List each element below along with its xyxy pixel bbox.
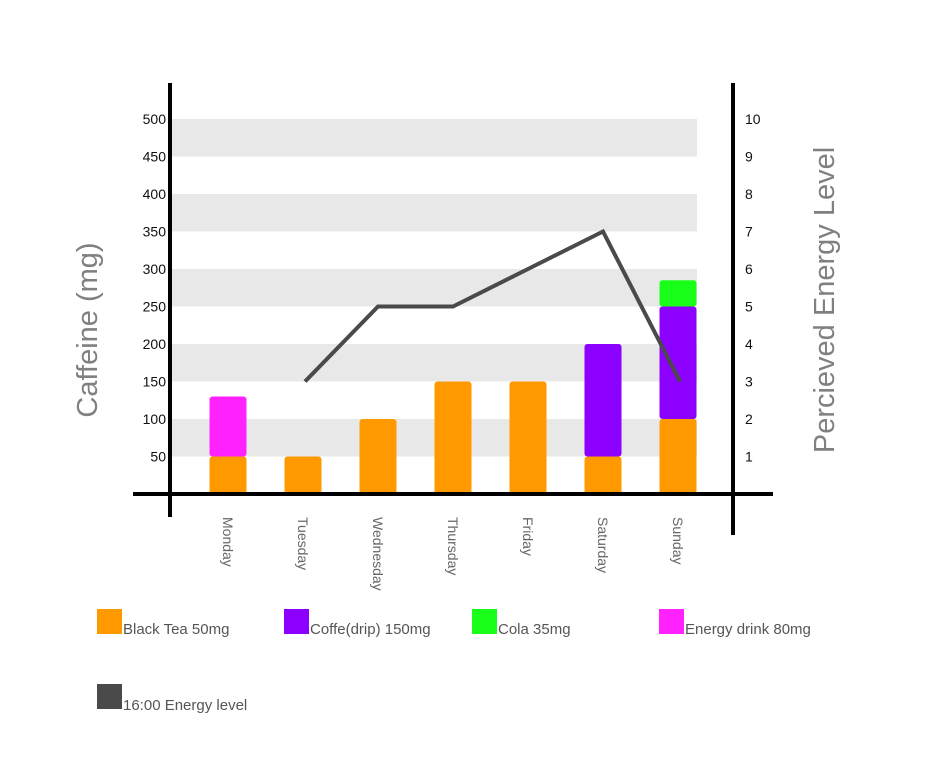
bar-black-tea-50mg bbox=[434, 381, 472, 494]
legend-label: Coffe(drip) 150mg bbox=[310, 621, 431, 638]
legend-label: Black Tea 50mg bbox=[123, 621, 229, 638]
legend-label: 16:00 Energy level bbox=[123, 697, 247, 714]
y2-axis-title: Percieved Energy Level bbox=[809, 147, 841, 453]
category-labels: Monday Tuesday Wednesday Thursday Friday Satu… bbox=[220, 517, 686, 591]
y-tick-label: 150 bbox=[143, 374, 167, 390]
bar-black-tea-50mg bbox=[359, 419, 397, 494]
legend-swatch bbox=[472, 609, 497, 634]
y2-tick-label: 2 bbox=[745, 411, 753, 427]
y-tick-label: 500 bbox=[143, 111, 167, 127]
legend-swatch bbox=[284, 609, 309, 634]
y2-tick-label: 6 bbox=[745, 261, 753, 277]
category-label: Tuesday bbox=[295, 517, 311, 570]
y2-tick-label: 4 bbox=[745, 336, 753, 352]
bar-black-tea-50mg bbox=[584, 456, 622, 494]
bar-energy-drink-80mg bbox=[209, 396, 247, 457]
category-label: Sunday bbox=[670, 517, 686, 564]
y-tick-label: 350 bbox=[143, 224, 167, 240]
category-label: Monday bbox=[220, 517, 236, 567]
bars-group bbox=[209, 280, 697, 494]
grid-band bbox=[170, 194, 697, 232]
bar-black-tea-50mg bbox=[284, 456, 322, 494]
y-tick-label: 250 bbox=[143, 299, 167, 315]
y2-tick-label: 5 bbox=[745, 299, 753, 315]
bar-black-tea-50mg bbox=[659, 419, 697, 494]
y-tick-label: 300 bbox=[143, 261, 167, 277]
y-tick-label: 50 bbox=[150, 449, 166, 465]
legend-swatch bbox=[659, 609, 684, 634]
axes-group bbox=[133, 83, 773, 535]
y-tick-label: 400 bbox=[143, 186, 167, 202]
legend-swatch bbox=[97, 609, 122, 634]
bar-black-tea-50mg bbox=[209, 456, 247, 494]
energy-level-line bbox=[303, 228, 682, 383]
bar-black-tea-50mg bbox=[509, 381, 547, 494]
energy-line-group bbox=[303, 228, 682, 383]
y2-tick-label: 10 bbox=[745, 111, 761, 127]
y2-tick-label: 7 bbox=[745, 224, 753, 240]
bar-cola-35mg bbox=[659, 280, 697, 307]
grid-band bbox=[170, 269, 697, 307]
left-tick-labels: 50 100 150 200 250 300 350 400 450 500 bbox=[143, 111, 167, 465]
y-axis-title: Caffeine (mg) bbox=[72, 242, 104, 417]
grid-band bbox=[170, 119, 697, 157]
legend-label: Energy drink 80mg bbox=[685, 621, 811, 638]
y2-tick-label: 8 bbox=[745, 186, 753, 202]
bar-coffe-drip-150mg bbox=[659, 306, 697, 419]
y2-tick-label: 1 bbox=[745, 449, 753, 465]
legend-label: Cola 35mg bbox=[498, 621, 571, 638]
y2-tick-label: 3 bbox=[745, 374, 753, 390]
legend-swatch bbox=[97, 684, 122, 709]
legend: Black Tea 50mg Coffe(drip) 150mg Cola 35mg… bbox=[97, 609, 811, 714]
y-tick-label: 450 bbox=[143, 149, 167, 165]
y2-tick-label: 9 bbox=[745, 149, 753, 165]
category-label: Thursday bbox=[445, 517, 461, 575]
category-label: Saturday bbox=[595, 517, 611, 573]
category-label: Friday bbox=[520, 517, 536, 556]
right-tick-labels: 1 2 3 4 5 6 7 8 9 10 bbox=[745, 111, 761, 465]
bar-coffe-drip-150mg bbox=[584, 344, 622, 457]
y-tick-label: 200 bbox=[143, 336, 167, 352]
y-tick-label: 100 bbox=[143, 411, 167, 427]
category-label: Wednesday bbox=[370, 517, 386, 591]
